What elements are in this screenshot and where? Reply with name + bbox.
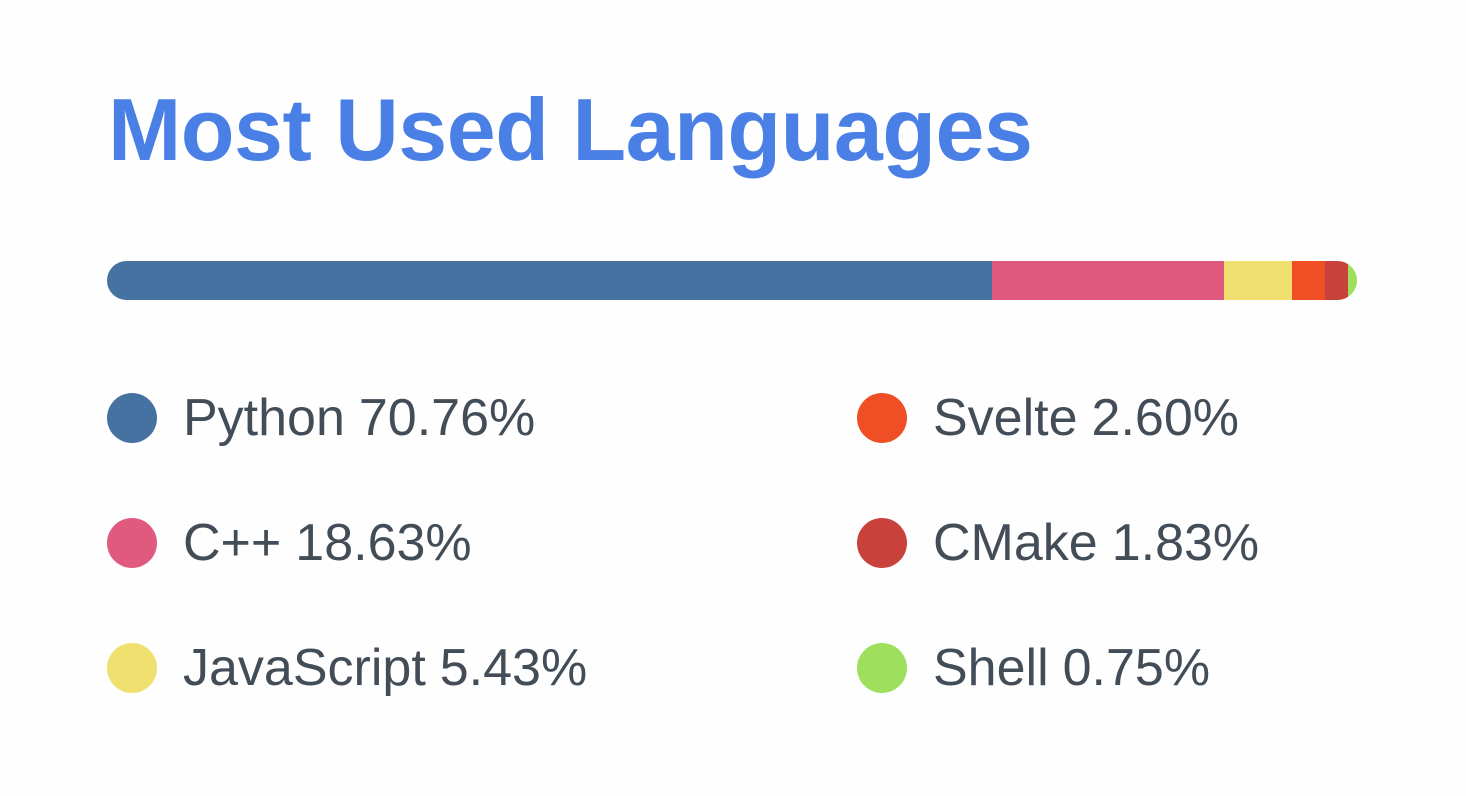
card-title: Most Used Languages <box>108 80 1033 179</box>
legend-percentage: 70.76% <box>358 389 536 447</box>
progress-segment-javascript <box>1224 261 1293 300</box>
legend-item-javascript: JavaScript 5.43% <box>107 630 587 706</box>
legend-item-shell: Shell 0.75% <box>857 630 1210 706</box>
legend-color-dot <box>107 393 157 443</box>
legend-color-dot <box>857 518 907 568</box>
legend-language-name: CMake <box>933 514 1098 572</box>
progress-segment-svelte <box>1292 261 1325 300</box>
legend-language-name: Shell <box>933 639 1049 697</box>
legend-percentage: 1.83% <box>1111 514 1260 572</box>
legend-label: Svelte 2.60% <box>933 380 1239 456</box>
legend-color-dot <box>107 643 157 693</box>
progress-segment-c- <box>991 261 1225 300</box>
legend-color-dot <box>857 393 907 443</box>
legend-item-python: Python 70.76% <box>107 380 535 456</box>
progress-segment-cmake <box>1324 261 1348 300</box>
language-legend: Python 70.76% C++ 18.63% JavaScript 5.43% Svel… <box>107 380 1357 710</box>
legend-language-name: JavaScript <box>183 639 426 697</box>
legend-label: CMake 1.83% <box>933 505 1259 581</box>
legend-item-c: C++ 18.63% <box>107 505 472 581</box>
legend-label: C++ 18.63% <box>183 505 472 581</box>
legend-color-dot <box>857 643 907 693</box>
legend-percentage: 5.43% <box>439 639 588 697</box>
legend-language-name: Python <box>183 389 345 447</box>
legend-color-dot <box>107 518 157 568</box>
legend-label: Shell 0.75% <box>933 630 1210 706</box>
legend-item-svelte: Svelte 2.60% <box>857 380 1239 456</box>
legend-language-name: C++ <box>183 514 282 572</box>
legend-percentage: 2.60% <box>1091 389 1239 447</box>
legend-item-cmake: CMake 1.83% <box>857 505 1259 581</box>
legend-language-name: Svelte <box>933 389 1078 447</box>
progress-segment-shell <box>1347 261 1357 300</box>
legend-percentage: 0.75% <box>1062 639 1211 697</box>
progress-segment-python <box>107 261 992 300</box>
language-progress-bar <box>107 261 1357 300</box>
legend-label: JavaScript 5.43% <box>183 630 587 706</box>
legend-label: Python 70.76% <box>183 380 535 456</box>
legend-percentage: 18.63% <box>295 514 472 572</box>
